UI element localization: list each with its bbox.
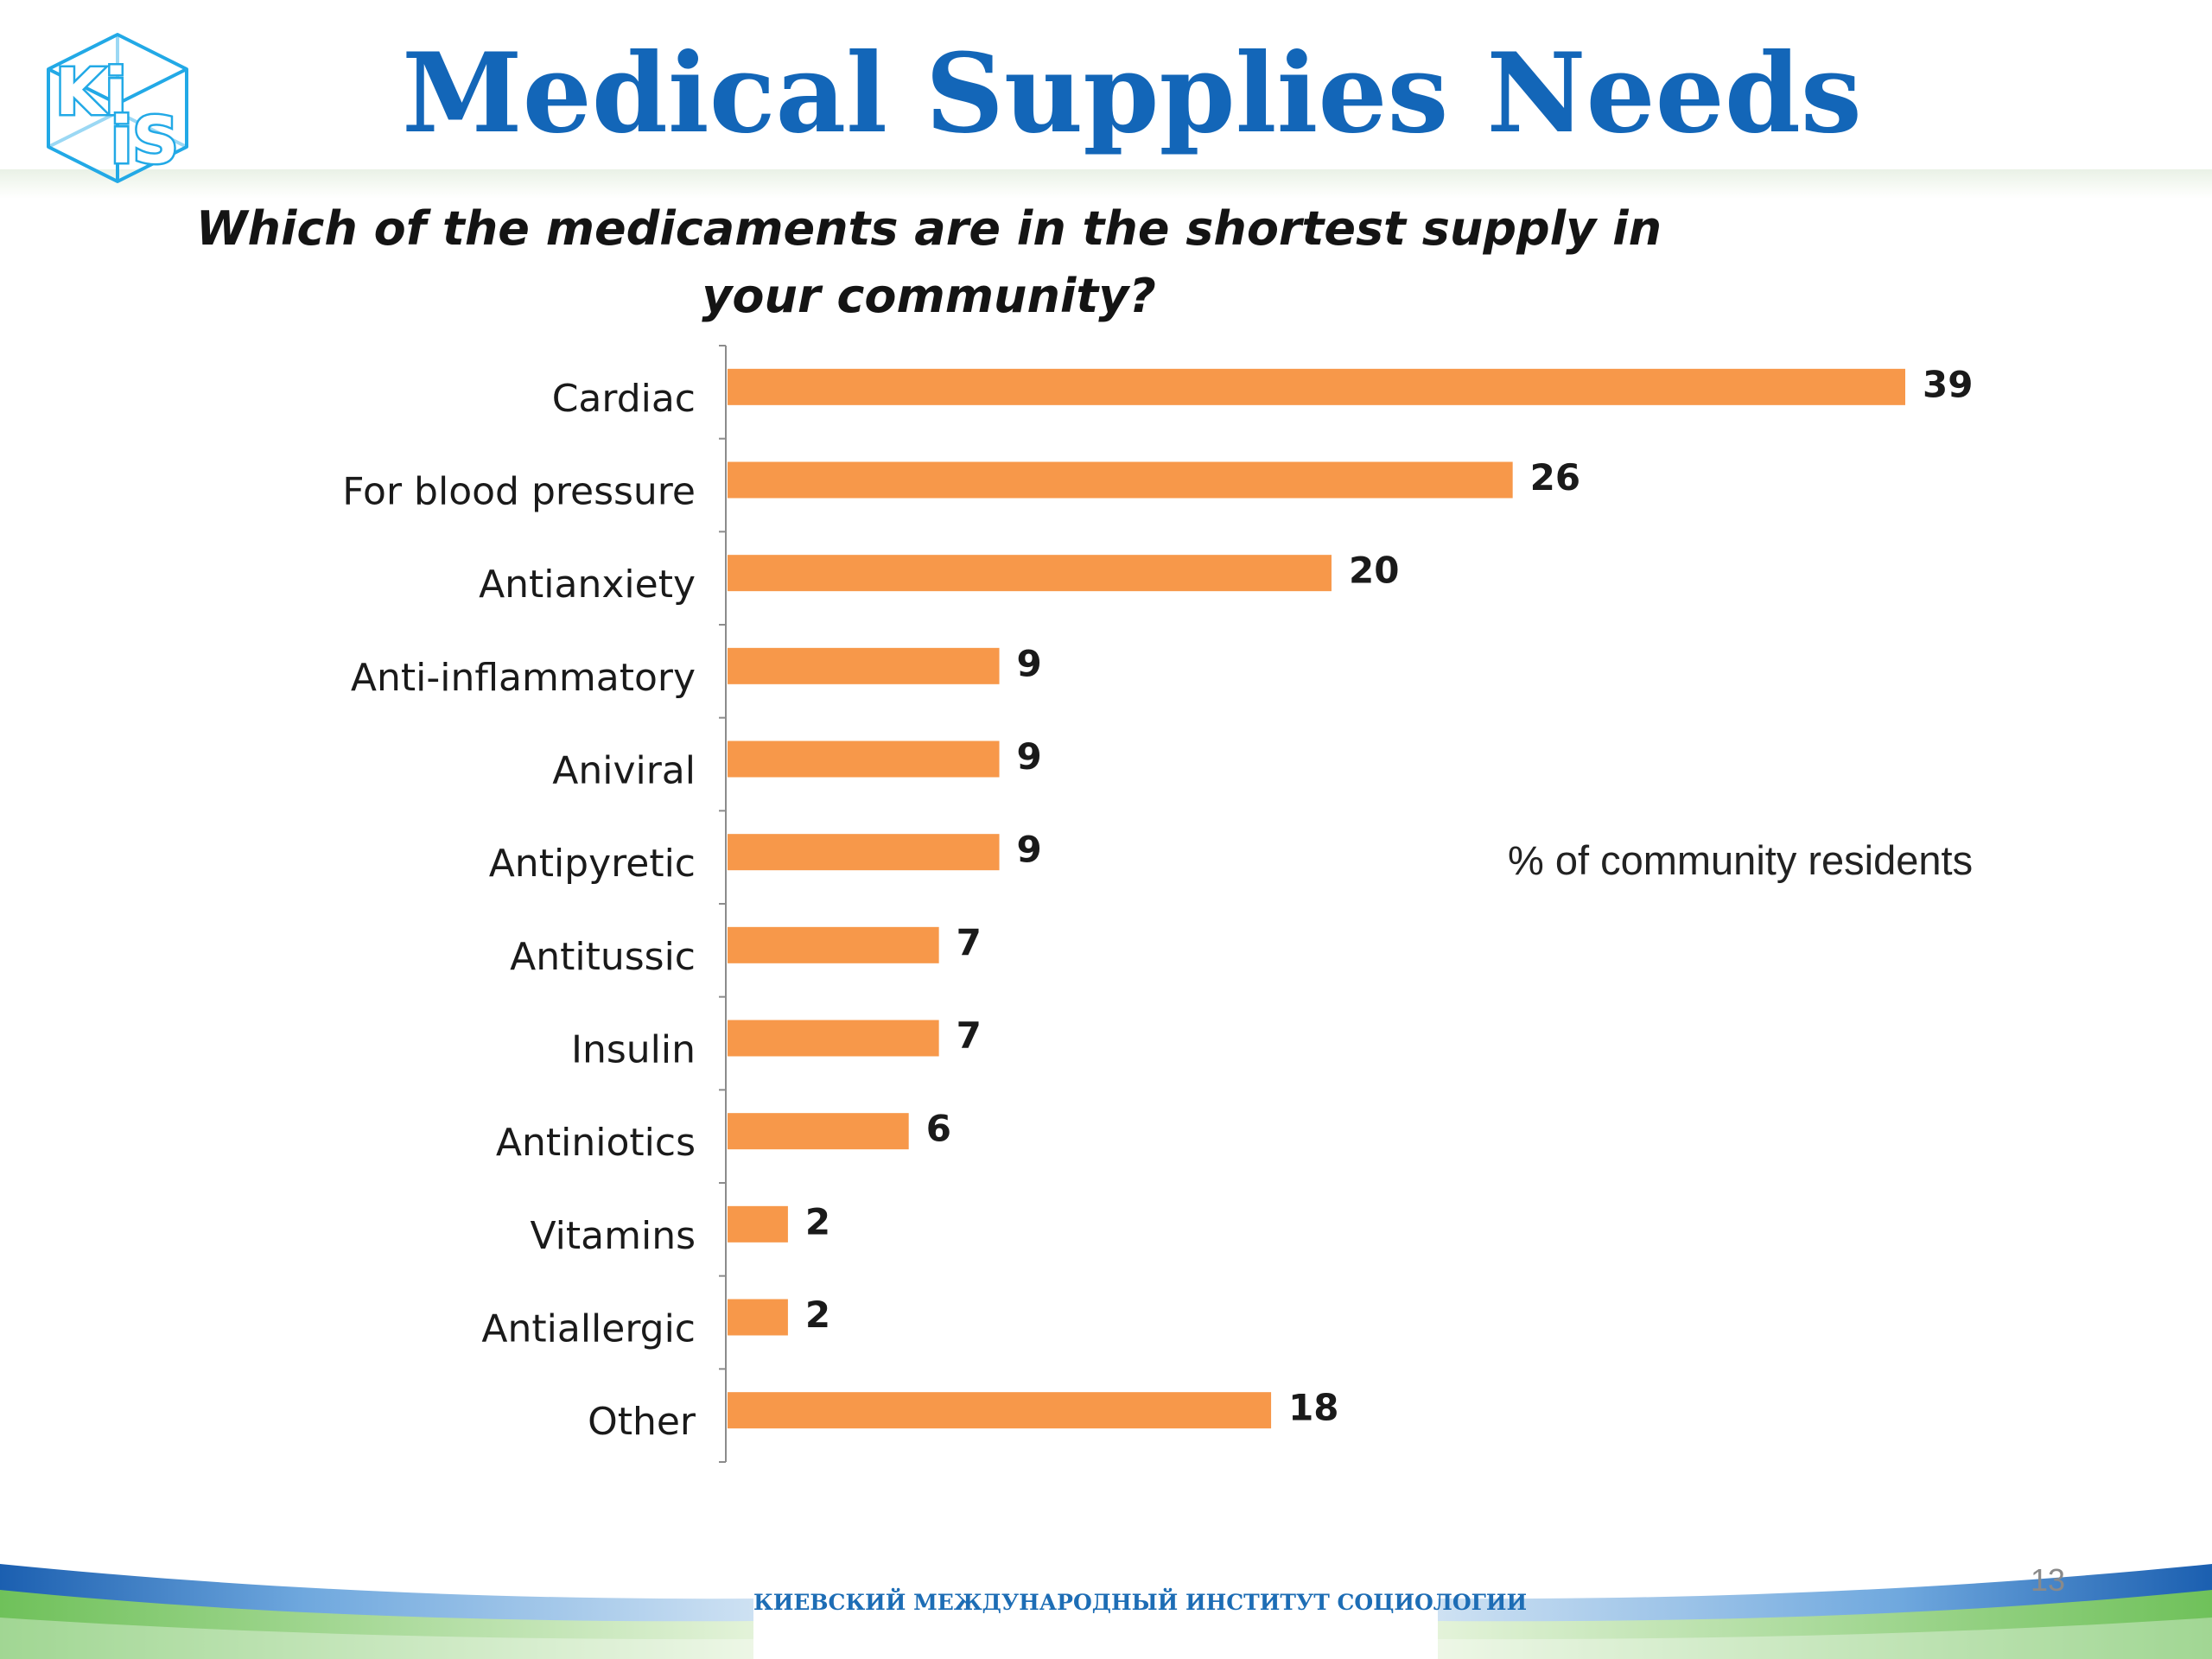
footer-swoosh <box>0 1538 2212 1659</box>
category-label: Antiallergic <box>481 1307 696 1351</box>
bar <box>728 1392 1272 1429</box>
bar <box>728 741 1000 778</box>
kiis-cube-logo-icon: Ki iS <box>47 33 188 183</box>
bar <box>728 1299 788 1336</box>
category-label: Cardiac <box>552 377 696 421</box>
data-label: 7 <box>957 1014 982 1057</box>
data-label: 9 <box>1017 735 1042 778</box>
category-label: Other <box>588 1400 696 1444</box>
bar <box>728 555 1332 592</box>
bar <box>728 834 1000 871</box>
category-label: Anti-inflammatory <box>351 656 696 700</box>
category-label: For blood pressure <box>342 470 696 514</box>
data-label: 7 <box>957 921 982 963</box>
bar <box>728 647 1000 684</box>
header-band <box>0 169 2212 199</box>
data-label: 20 <box>1349 550 1399 592</box>
bar <box>728 368 1905 405</box>
bar <box>728 926 939 963</box>
category-label: Insulin <box>571 1028 696 1072</box>
footer-institute: КИЕВСКИЙ МЕЖДУНАРОДНЫЙ ИНСТИТУТ СОЦИОЛОГ… <box>753 1590 1528 1615</box>
data-label: 6 <box>926 1108 951 1150</box>
data-label: 9 <box>1017 642 1042 684</box>
logo-text-bottom: iS <box>111 104 179 178</box>
page-number: 13 <box>2030 1562 2065 1598</box>
data-label: 9 <box>1017 829 1042 871</box>
data-label: 18 <box>1288 1387 1338 1429</box>
bar <box>728 1020 939 1057</box>
bar <box>728 461 1513 499</box>
data-label: 2 <box>805 1200 830 1243</box>
logo-text-top: Ki <box>55 55 127 130</box>
category-label: Aniviral <box>552 749 696 793</box>
category-label: Vitamins <box>531 1214 696 1258</box>
category-label: Antipyretic <box>489 842 696 886</box>
chart-question: Which of the medicaments are in the shor… <box>195 201 1662 323</box>
data-label: 2 <box>805 1294 830 1336</box>
bar <box>728 1113 909 1150</box>
category-label: Antiniotics <box>496 1121 696 1165</box>
category-label: Antianxiety <box>479 563 696 607</box>
data-label: 39 <box>1923 363 1973 405</box>
page-title: Medical Supplies Needs <box>402 29 1862 157</box>
data-label: 26 <box>1530 456 1580 499</box>
category-label: Antitussic <box>510 935 696 979</box>
unit-note: % of community residents <box>1508 837 1974 883</box>
bar <box>728 1205 788 1243</box>
